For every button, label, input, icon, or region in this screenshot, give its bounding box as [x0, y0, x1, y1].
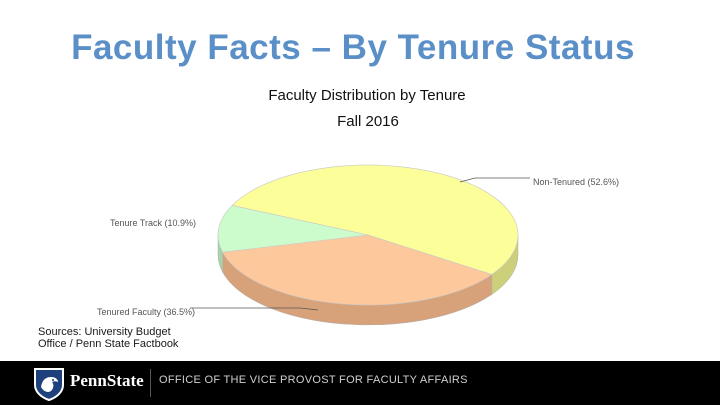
pie-slice-tenured-faculty	[222, 234, 493, 306]
footer-divider	[150, 369, 151, 397]
data-label-tenured-faculty: Tenured Faculty (36.5%)	[97, 307, 195, 317]
slide-title: Faculty Facts – By Tenure Status	[71, 28, 635, 67]
nittany-lion-shield-icon	[34, 368, 64, 401]
chart-title: Faculty Distribution by Tenure	[268, 87, 465, 104]
penn-state-wordmark[interactable]: PennState	[70, 371, 144, 390]
chart-subtitle: Fall 2016	[337, 113, 399, 130]
pie-slice-non-tenured	[231, 164, 519, 275]
leader-line-tenured-faculty	[190, 307, 319, 311]
sources-note: Sources: University Budget Office / Penn…	[38, 326, 179, 350]
office-name: OFFICE OF THE VICE PROVOST FOR FACULTY A…	[159, 374, 468, 386]
pie-slice-tenure-track	[217, 205, 369, 253]
data-label-tenure-track: Tenure Track (10.9%)	[110, 218, 196, 228]
leader-line-non-tenured	[459, 177, 530, 183]
data-label-non-tenured: Non-Tenured (52.6%)	[533, 177, 619, 187]
footer-bar: PennState OFFICE OF THE VICE PROVOST FOR…	[0, 361, 720, 405]
